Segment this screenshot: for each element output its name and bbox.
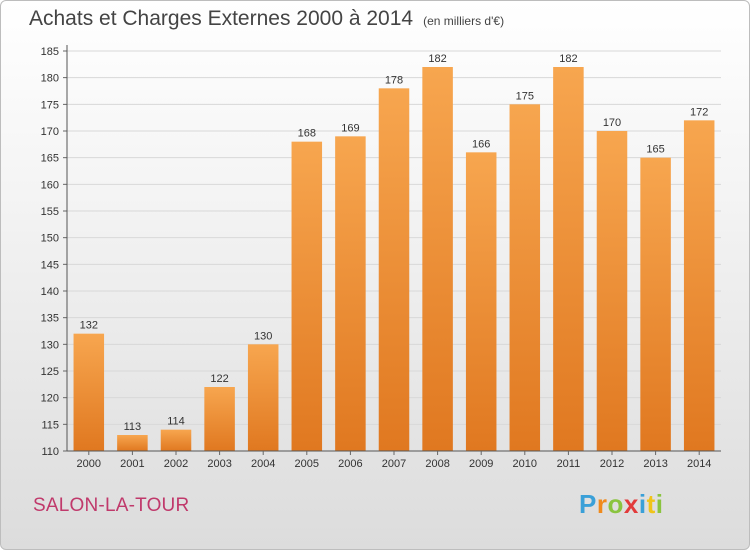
bar [204,387,235,451]
bar [640,157,671,451]
y-tick-label: 110 [41,446,59,458]
data-label: 122 [210,373,228,385]
brand-logo-letter: t [646,489,656,519]
bar [596,131,628,451]
y-tick-label: 120 [41,393,59,405]
data-label: 132 [80,320,98,332]
y-tick-label: 155 [41,206,59,218]
x-tick-label: 2004 [251,458,275,470]
x-tick-label: 2012 [600,458,624,470]
data-label: 168 [298,128,316,140]
x-tick-label: 2001 [120,458,144,470]
x-tick-label: 2013 [643,458,667,470]
data-label: 114 [167,416,185,428]
y-tick-label: 135 [41,313,59,325]
x-tick-label: 2007 [382,458,406,470]
x-tick-label: 2006 [338,458,362,470]
brand-logo-letter: i [638,489,647,519]
bar [73,333,105,451]
bar [509,104,541,451]
y-tick-label: 125 [41,366,59,378]
y-tick-label: 160 [41,179,59,191]
commune-name: SALON-LA-TOUR [33,495,190,516]
x-tick-label: 2000 [77,458,101,470]
data-label: 169 [341,122,359,134]
x-tick-label: 2003 [207,458,231,470]
bar [247,344,279,451]
data-label: 178 [385,74,403,86]
bar [160,429,192,451]
data-label: 182 [559,53,577,65]
bar [683,120,715,451]
brand-logo-letter: x [623,489,639,519]
bars [73,67,715,452]
y-tick-label: 150 [41,233,59,245]
data-label: 165 [646,144,664,156]
brand-logo-letter: i [655,489,664,519]
labels: 132 113 114 122 130 168 169 178 182 166 175 182 170 1… [80,53,709,433]
x-tick-label: 2005 [295,458,319,470]
y-tick-label: 165 [41,153,59,165]
data-label: 166 [472,138,490,150]
bar [378,88,410,451]
bar [291,141,323,451]
data-label: 182 [428,53,446,65]
axes: 1101151201251301351401451501551601651701… [41,45,721,470]
chart-title: Achats et Charges Externes 2000 à 2014 (e… [29,7,504,31]
y-tick-label: 175 [41,99,59,111]
y-tick-label: 145 [41,259,59,271]
y-tick-label: 170 [41,126,59,138]
bar [422,67,453,451]
y-tick-label: 180 [41,73,59,85]
y-tick-label: 130 [41,339,59,351]
chart-title-text: Achats et Charges Externes 2000 à 2014 [29,7,414,30]
brand-logo-letter: o [607,489,624,519]
y-tick-label: 140 [41,286,59,298]
bar [335,136,366,452]
brand-logo-letter: P [579,489,597,519]
x-tick-label: 2008 [425,458,449,470]
bar [117,435,148,451]
chart-subtitle: (en milliers d'€) [423,14,505,28]
data-label: 113 [124,421,142,433]
data-label: 175 [516,90,534,102]
x-tick-label: 2009 [469,458,493,470]
x-tick-label: 2002 [164,458,188,470]
data-label: 130 [254,330,272,342]
brand-logo: Proxiti [579,489,663,520]
x-tick-label: 2014 [687,458,711,470]
bar [465,152,497,452]
x-tick-label: 2010 [513,458,537,470]
y-tick-label: 115 [41,419,59,431]
y-tick-label: 185 [41,46,59,58]
x-tick-label: 2011 [557,458,581,470]
data-label: 172 [690,106,708,118]
data-label: 170 [603,117,621,129]
bar [553,67,584,451]
brand-logo-letter: r [596,489,608,519]
